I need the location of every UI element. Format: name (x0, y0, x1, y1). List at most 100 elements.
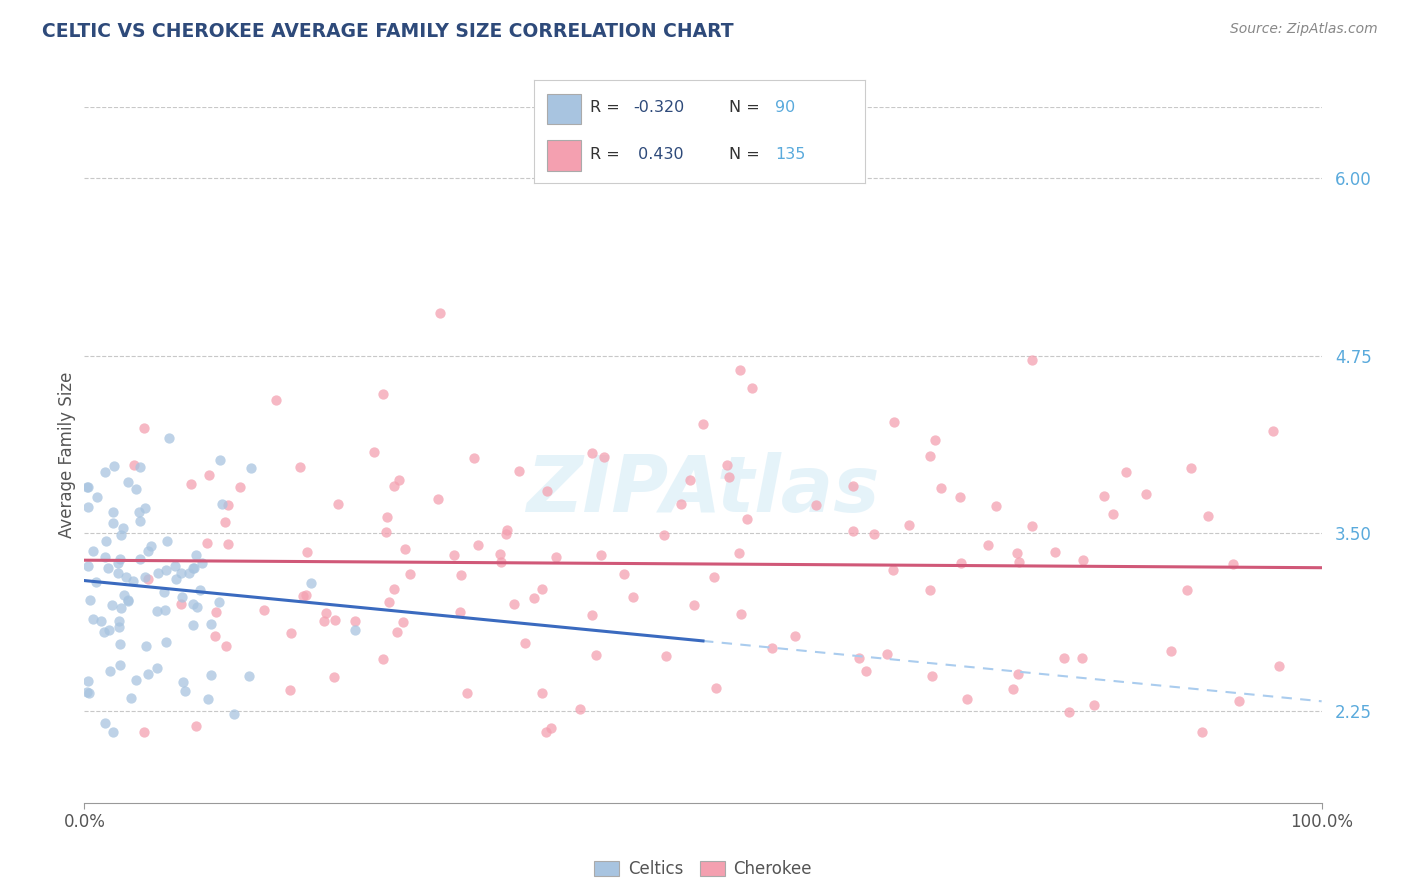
Point (863, 526, 886, 541)
Point (93, 624, 115, 639)
Text: 90: 90 (776, 101, 796, 115)
Point (295, 545, 318, 559)
Point (489, 547, 512, 561)
Point (110, 527, 132, 541)
Point (1197, 509, 1219, 524)
Point (363, 445, 385, 459)
Point (146, 566, 169, 581)
Point (450, 568, 472, 582)
Point (1052, 651, 1074, 665)
Point (129, 514, 152, 528)
Point (215, 639, 238, 653)
Point (531, 686, 554, 700)
Point (197, 691, 219, 706)
Point (495, 527, 517, 541)
Point (135, 639, 157, 653)
Point (848, 651, 870, 665)
Point (388, 473, 411, 487)
FancyBboxPatch shape (547, 140, 581, 170)
Point (592, 450, 614, 465)
Point (706, 681, 728, 696)
Point (378, 595, 401, 609)
Point (117, 475, 139, 489)
Point (295, 588, 318, 602)
Point (898, 518, 921, 533)
Point (569, 702, 592, 716)
Point (170, 598, 193, 612)
Point (385, 625, 408, 640)
Point (134, 570, 156, 584)
Point (172, 590, 194, 604)
Point (134, 724, 156, 739)
Point (669, 497, 692, 511)
Point (531, 582, 554, 596)
Point (180, 477, 202, 491)
Point (214, 515, 236, 529)
Point (655, 648, 678, 663)
Point (195, 536, 218, 550)
Point (82, 612, 104, 626)
Point (190, 556, 212, 570)
Point (82, 544, 104, 558)
Point (508, 464, 530, 478)
Point (253, 603, 276, 617)
Point (157, 431, 180, 445)
Point (463, 451, 485, 466)
Point (456, 686, 478, 700)
Point (692, 417, 714, 431)
Point (129, 551, 152, 566)
Point (117, 594, 139, 608)
Point (155, 603, 177, 617)
Point (373, 387, 395, 401)
Point (1227, 694, 1250, 708)
Point (382, 582, 405, 597)
Point (222, 707, 245, 722)
Point (976, 537, 998, 551)
Point (1007, 546, 1029, 560)
Point (1001, 681, 1024, 696)
Point (94, 716, 117, 731)
Point (1135, 486, 1157, 500)
Point (184, 548, 207, 562)
Point (205, 605, 228, 619)
Point (761, 641, 783, 656)
Point (443, 548, 465, 562)
Point (183, 597, 205, 611)
Point (77, 500, 100, 514)
Point (855, 664, 877, 678)
Point (1073, 553, 1095, 567)
Point (950, 557, 973, 571)
Point (217, 536, 239, 550)
Text: 135: 135 (776, 146, 806, 161)
Point (183, 560, 205, 574)
Point (177, 566, 200, 581)
Point (94, 465, 117, 479)
Point (717, 470, 740, 484)
Point (841, 479, 863, 493)
Point (585, 648, 607, 662)
Text: R =: R = (591, 146, 626, 161)
Point (544, 550, 567, 565)
Point (111, 521, 134, 535)
Point (679, 473, 702, 487)
Point (107, 566, 129, 580)
Point (110, 657, 132, 672)
Point (920, 583, 942, 598)
Point (876, 647, 898, 661)
Point (429, 306, 451, 320)
Point (129, 459, 152, 474)
Point (101, 724, 124, 739)
Point (581, 608, 603, 623)
Point (1007, 667, 1029, 681)
Text: ZIPAtlas: ZIPAtlas (526, 451, 880, 528)
Point (146, 661, 169, 675)
Point (682, 599, 704, 613)
Point (883, 416, 905, 430)
Point (716, 458, 738, 472)
Point (204, 630, 226, 644)
Point (292, 589, 315, 603)
Point (76, 684, 98, 698)
Point (188, 582, 211, 597)
Point (110, 601, 132, 615)
Point (238, 668, 260, 682)
